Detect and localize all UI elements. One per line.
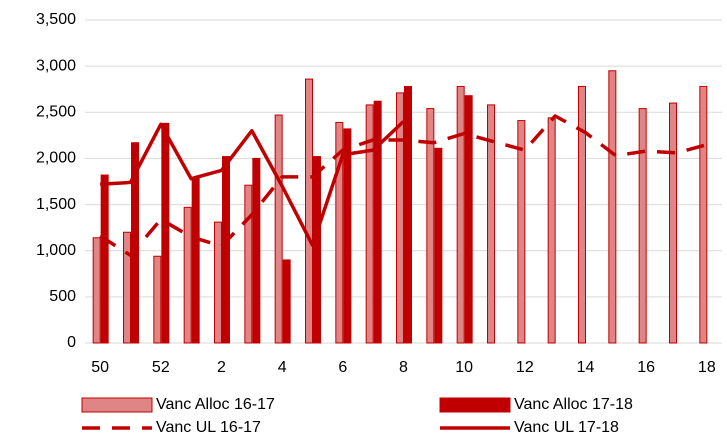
legend-swatch bbox=[81, 397, 153, 413]
bar bbox=[669, 102, 677, 344]
bar bbox=[161, 122, 170, 344]
bar bbox=[153, 255, 162, 344]
bar bbox=[456, 85, 465, 344]
y-tick-label: 3,500 bbox=[36, 11, 76, 28]
x-tick-label: 2 bbox=[217, 359, 226, 376]
bar bbox=[252, 157, 261, 344]
bar bbox=[183, 206, 192, 344]
bar bbox=[222, 156, 230, 344]
bar bbox=[608, 70, 617, 344]
legend-label: Vanc UL 17-18 bbox=[514, 419, 619, 436]
bar bbox=[426, 108, 435, 344]
bar bbox=[396, 92, 404, 344]
y-tick-label: 1,500 bbox=[36, 196, 76, 213]
bar bbox=[404, 85, 412, 344]
x-tick-label: 4 bbox=[278, 359, 287, 376]
bar bbox=[547, 117, 556, 344]
bar bbox=[487, 104, 495, 344]
x-tick-label: 12 bbox=[516, 359, 534, 376]
legend-swatch bbox=[439, 397, 511, 413]
bar bbox=[365, 104, 374, 344]
x-tick-label: 8 bbox=[399, 359, 408, 376]
legend-label: Vanc UL 16-17 bbox=[156, 419, 261, 436]
bar bbox=[699, 85, 708, 344]
legend-label: Vanc Alloc 16-17 bbox=[156, 396, 275, 413]
y-tick-label: 0 bbox=[67, 334, 76, 351]
x-tick-label: 52 bbox=[152, 359, 170, 376]
bar bbox=[191, 178, 200, 344]
x-tick-label: 18 bbox=[698, 359, 716, 376]
y-tick-label: 500 bbox=[49, 288, 76, 305]
line bbox=[100, 120, 405, 247]
x-tick-label: 14 bbox=[577, 359, 595, 376]
legend-label: Vanc Alloc 17-18 bbox=[514, 396, 633, 413]
bar bbox=[282, 259, 291, 344]
y-tick-label: 2,000 bbox=[36, 150, 76, 167]
x-tick-label: 50 bbox=[91, 359, 109, 376]
line bbox=[99, 114, 708, 258]
bar bbox=[638, 108, 647, 344]
bar bbox=[313, 156, 321, 344]
bar bbox=[100, 174, 109, 344]
bar bbox=[434, 147, 443, 344]
bar bbox=[373, 100, 382, 344]
bar bbox=[343, 128, 352, 344]
bar bbox=[131, 142, 139, 344]
bar bbox=[517, 120, 526, 344]
bar bbox=[123, 231, 131, 344]
bar bbox=[305, 78, 313, 344]
x-tick-label: 10 bbox=[455, 359, 473, 376]
bar bbox=[274, 114, 283, 344]
y-tick-label: 1,000 bbox=[36, 242, 76, 259]
bar bbox=[244, 184, 253, 344]
y-tick-label: 2,500 bbox=[36, 104, 76, 121]
bar bbox=[335, 121, 344, 344]
bar bbox=[578, 85, 586, 344]
bar bbox=[464, 95, 473, 344]
y-tick-label: 3,000 bbox=[36, 57, 76, 74]
x-tick-label: 16 bbox=[637, 359, 655, 376]
bar bbox=[92, 237, 101, 344]
bar bbox=[214, 221, 222, 344]
x-tick-label: 6 bbox=[338, 359, 347, 376]
